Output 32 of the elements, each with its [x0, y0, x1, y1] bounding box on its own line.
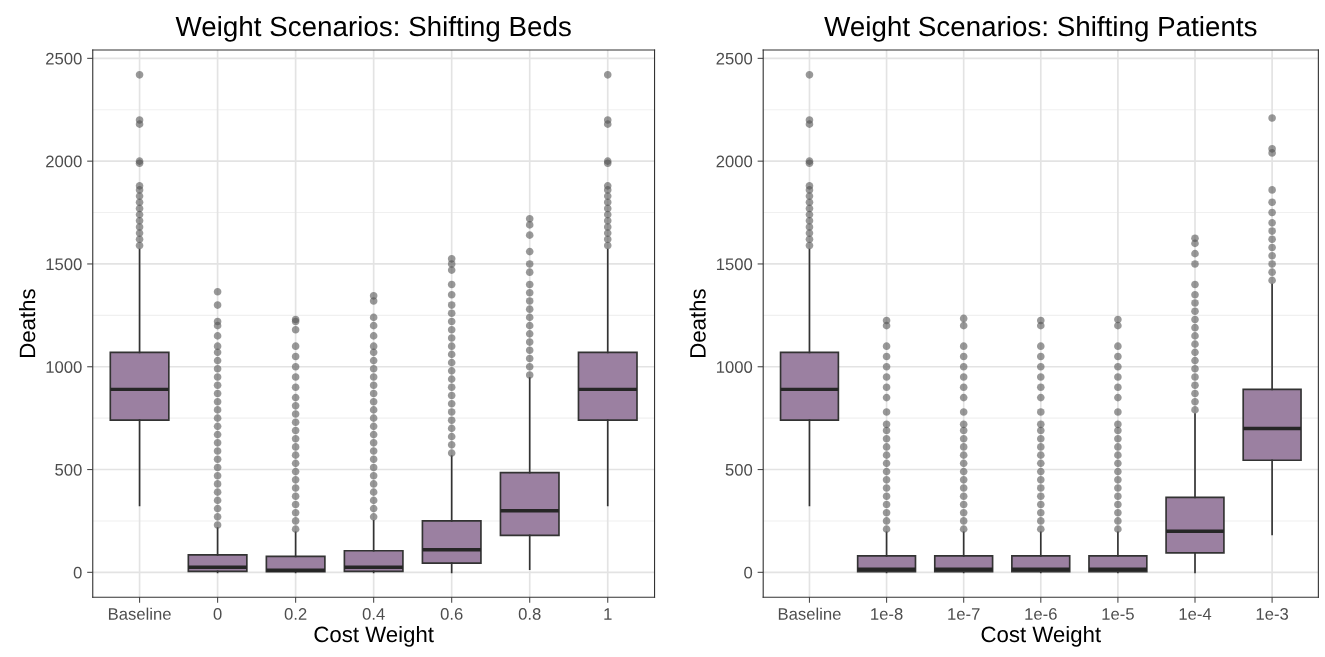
y-tick-label: 500	[55, 463, 82, 476]
y-tick-label: 1500	[46, 258, 82, 271]
x-tick-label: 0.8	[518, 608, 541, 620]
x-axis-title: Cost Weight	[981, 625, 1101, 647]
x-tick-label: 0.6	[440, 608, 463, 620]
y-tick-label: 1500	[716, 258, 753, 271]
x-tick-label: 1	[604, 608, 612, 620]
x-tick-label: 1e-8	[871, 608, 903, 620]
x-tick-label: 0.2	[284, 608, 307, 620]
x-tick-label: 1e-7	[948, 608, 980, 620]
y-tick-label: 2500	[46, 52, 82, 65]
y-tick-label: 2000	[716, 155, 753, 168]
x-axis-title: Cost Weight	[314, 625, 434, 647]
chart-title: Weight Scenarios: Shifting Patients	[824, 15, 1257, 42]
y-axis-title: Deaths	[689, 289, 706, 357]
chart-title: Weight Scenarios: Shifting Beds	[175, 15, 571, 42]
x-tick-label: Baseline	[778, 607, 841, 620]
y-tick-label: 500	[725, 463, 753, 476]
x-tick-label: 1e-3	[1256, 608, 1289, 620]
y-tick-label: 2000	[46, 155, 82, 168]
x-tick-label: 0	[213, 608, 222, 620]
x-tick-label: 0.4	[362, 608, 385, 620]
y-tick-label: 0	[744, 566, 753, 579]
x-tick-label: 1e-4	[1179, 608, 1212, 620]
y-tick-label: 1000	[716, 361, 753, 373]
y-tick-label: 1000	[46, 361, 82, 373]
y-tick-label: 2500	[716, 52, 753, 65]
x-tick-label: 1e-6	[1025, 608, 1057, 620]
y-axis-title: Deaths	[18, 289, 36, 357]
y-tick-label: 0	[73, 566, 82, 579]
x-tick-label: 1e-5	[1102, 608, 1134, 620]
x-tick-label: Baseline	[108, 607, 171, 620]
